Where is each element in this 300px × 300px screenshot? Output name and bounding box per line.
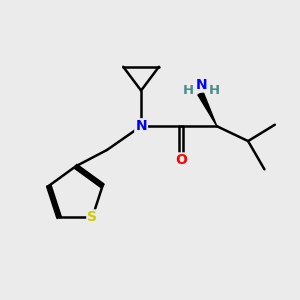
Text: S: S xyxy=(87,210,97,224)
Text: N: N xyxy=(135,119,147,133)
Text: H: H xyxy=(182,84,194,97)
Text: O: O xyxy=(175,153,187,167)
Text: N: N xyxy=(195,78,207,92)
Polygon shape xyxy=(198,92,217,126)
Text: H: H xyxy=(209,84,220,97)
